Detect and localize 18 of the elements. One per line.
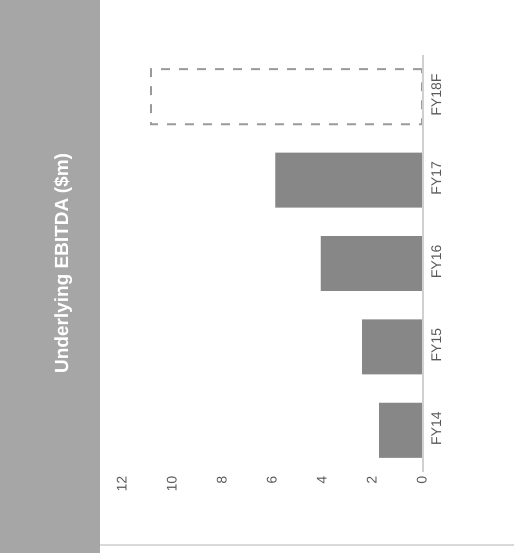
x-tick-label: 4 bbox=[314, 476, 330, 484]
bar bbox=[150, 68, 422, 126]
x-tick-label: 12 bbox=[114, 476, 130, 492]
x-tick-label: 2 bbox=[364, 476, 380, 484]
x-tick-label: 8 bbox=[214, 476, 230, 484]
y-tick-label: FY14 bbox=[428, 411, 444, 445]
bar bbox=[362, 319, 422, 374]
text: Underlying EBITDA ($m) bbox=[52, 153, 73, 373]
bar bbox=[275, 152, 422, 208]
bar bbox=[320, 236, 422, 292]
y-tick-label: FY18F bbox=[428, 74, 444, 116]
y-tick-label: FY15 bbox=[428, 328, 444, 362]
y-tick-label: FY16 bbox=[428, 244, 444, 278]
x-tick-label: 10 bbox=[164, 476, 180, 492]
bar bbox=[379, 402, 422, 458]
x-tick-label: 6 bbox=[264, 476, 280, 484]
y-tick-label: FY17 bbox=[428, 161, 444, 195]
x-tick-label: 0 bbox=[414, 476, 430, 484]
